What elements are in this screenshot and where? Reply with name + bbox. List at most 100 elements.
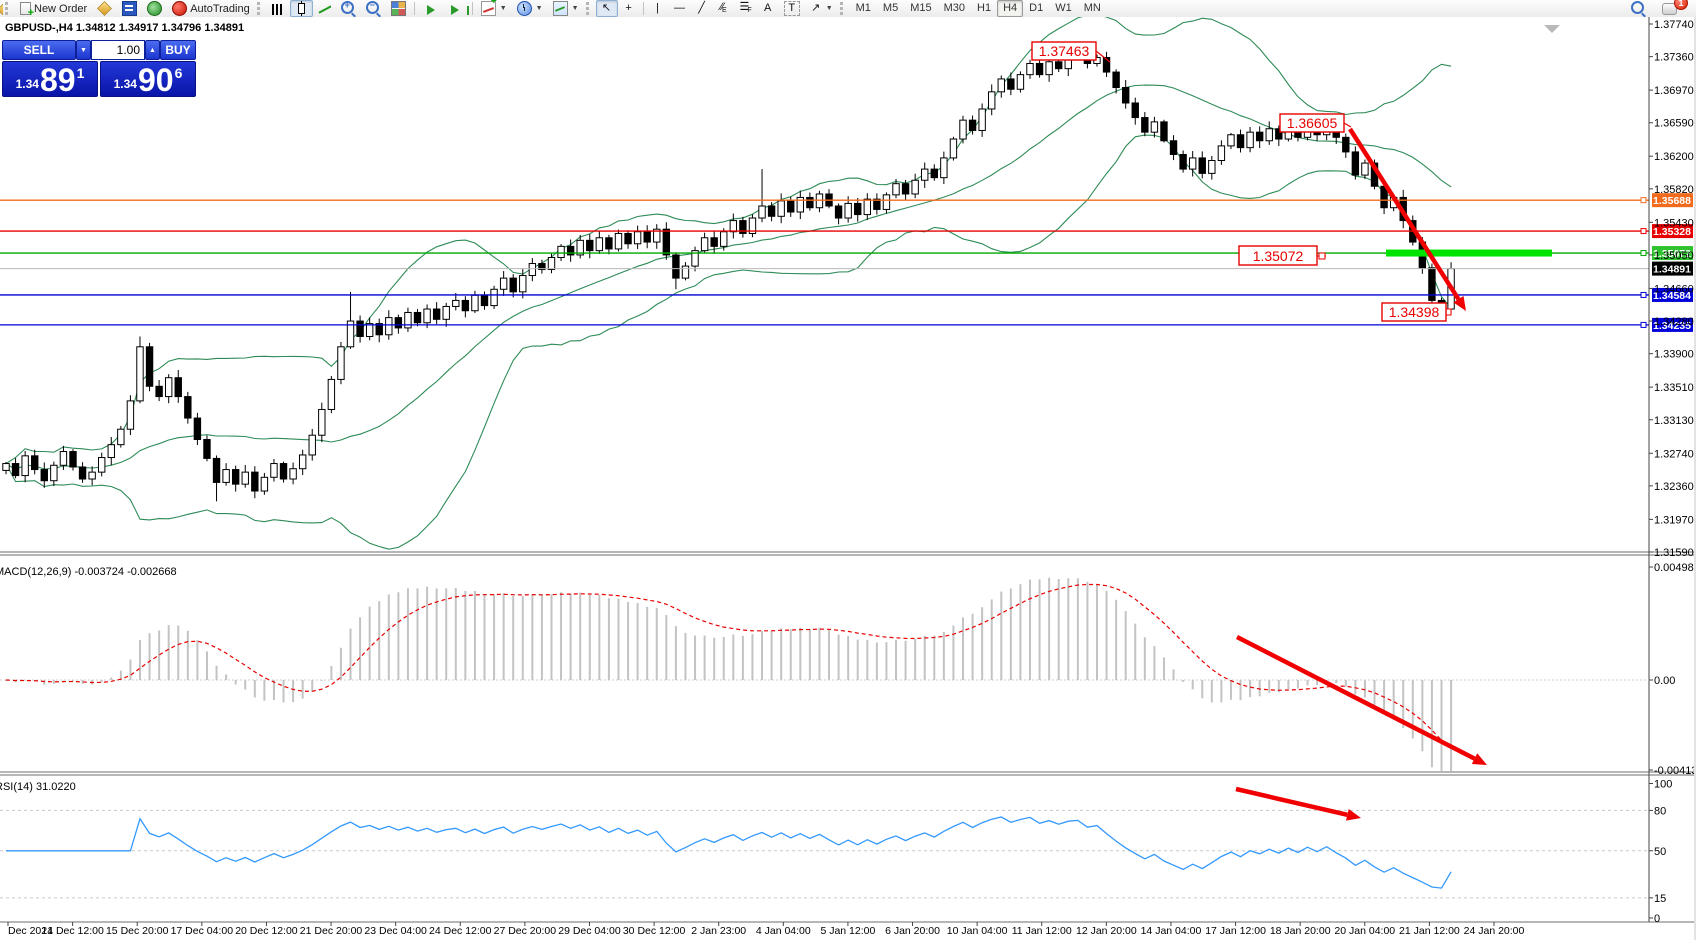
buy-price-big: 90 — [137, 62, 174, 98]
notifications-button[interactable]: 1 — [1657, 0, 1688, 17]
candle-chart-mode-button[interactable] — [289, 0, 313, 17]
level-anchor-square[interactable] — [1640, 197, 1647, 204]
price-axis-tick: 1.34660 — [1654, 283, 1694, 295]
price-annotation-box[interactable] — [1381, 302, 1447, 322]
rsi-line — [6, 816, 1452, 889]
line-chart-mode-button[interactable] — [313, 0, 336, 17]
terminal-button[interactable] — [117, 0, 142, 17]
level-anchor-square[interactable] — [1640, 228, 1647, 235]
text-tool-button[interactable]: A — [757, 0, 779, 17]
thick-green-segment[interactable] — [1386, 249, 1552, 257]
new-order-button[interactable]: New Order — [15, 0, 92, 18]
level-anchor-square[interactable] — [1640, 250, 1647, 257]
level-anchor-square[interactable] — [1640, 321, 1647, 328]
buy-price-display[interactable]: 1.34 90 6 — [100, 61, 196, 97]
timeframe-button-h1[interactable]: H1 — [977, 2, 992, 14]
timeframe-button-m30[interactable]: M30 — [943, 2, 965, 14]
price-axis-tick: 1.36970 — [1654, 85, 1694, 97]
candle-bear — [806, 196, 814, 209]
vertical-line-tool-button[interactable]: | — [647, 0, 669, 17]
channel-tool-button[interactable]: ⁄⁄E — [713, 0, 735, 17]
timeframe-button-w1[interactable]: W1 — [1055, 2, 1072, 14]
trend-arrow[interactable] — [1235, 634, 1476, 761]
bar-chart-mode-button[interactable] — [267, 0, 290, 17]
timeframe-button-mn[interactable]: MN — [1083, 2, 1101, 14]
toolbar-grip — [839, 2, 848, 15]
auto-scroll-button[interactable] — [418, 0, 445, 17]
search-button[interactable] — [1626, 0, 1651, 17]
cursor-tool-button[interactable]: ↖ — [595, 0, 618, 17]
candle-bear — [1121, 87, 1130, 104]
price-annotation-box[interactable] — [1031, 41, 1097, 61]
price-annotation-box[interactable] — [1279, 113, 1345, 133]
volume-decrease-button[interactable]: ▼ — [76, 40, 91, 60]
signals-button[interactable] — [142, 0, 167, 17]
volume-increase-button[interactable]: ▲ — [145, 40, 160, 60]
candle-bear — [1351, 151, 1360, 176]
crosshair-tool-button[interactable]: + — [618, 0, 640, 17]
arrows-tool-button[interactable]: ↗ ▼ — [805, 0, 838, 17]
candle-bear — [566, 245, 575, 256]
volume-input[interactable]: 1.00 — [91, 40, 145, 60]
candle-bull — [921, 168, 929, 181]
candle-bull — [748, 217, 757, 234]
periods-button[interactable]: ▼ — [512, 0, 548, 17]
trend-arrow[interactable] — [1235, 786, 1348, 818]
scroll-to-end-marker[interactable] — [1544, 25, 1560, 33]
level-1.35072-tag — [1652, 246, 1693, 261]
zoom-out-button[interactable]: − — [361, 0, 386, 17]
equidistant-channel-icon: ⁄⁄E — [720, 0, 727, 14]
templates-button[interactable]: ▼ — [548, 0, 584, 17]
candle-bull — [882, 194, 891, 210]
price-axis-tick: 1.34280 — [1654, 316, 1694, 328]
text-label-tool-button[interactable]: T — [779, 0, 805, 17]
tile-windows-button[interactable] — [386, 0, 411, 17]
time-axis-label: 14 Jan 04:00 — [1141, 925, 1202, 937]
bollinger-middle-band — [5, 84, 1452, 471]
indicators-button[interactable]: ▼ — [476, 0, 512, 17]
text-label-icon: T — [783, 1, 800, 16]
candle-bear — [873, 198, 881, 210]
timeframe-button-m15[interactable]: M15 — [910, 2, 932, 14]
candle-bull — [270, 463, 278, 478]
autotrading-button[interactable]: AutoTrading — [167, 0, 255, 17]
candle-bull — [1150, 121, 1159, 133]
price-axis-tick: 1.35820 — [1654, 184, 1694, 196]
chart-shift-button[interactable] — [445, 0, 469, 17]
candle-bull — [318, 408, 326, 436]
buy-button[interactable]: BUY — [160, 40, 196, 60]
metaeditor-button[interactable] — [92, 0, 117, 17]
candle-bear — [193, 417, 202, 441]
autotrading-label: AutoTrading — [190, 2, 250, 15]
candle-bull — [988, 91, 996, 110]
candle-bull — [863, 198, 871, 216]
price-annotation-box[interactable] — [1238, 245, 1318, 266]
zoom-in-button[interactable]: + — [336, 0, 361, 17]
fibonacci-tool-button[interactable]: ☰F — [735, 0, 757, 17]
price-axis-tick: 1.35050 — [1654, 250, 1694, 262]
new-order-icon — [20, 2, 34, 18]
price-axis-tick: 1.36200 — [1654, 151, 1694, 163]
candle-bear — [1255, 131, 1264, 142]
timeframe-button-m5[interactable]: M5 — [882, 2, 899, 14]
price-axis-tick: 1.33130 — [1654, 415, 1694, 427]
timeframe-button-m1[interactable]: M1 — [855, 2, 871, 14]
candle-bull — [59, 451, 68, 466]
horizontal-line-tool-button[interactable]: — — [669, 0, 691, 17]
sell-price-display[interactable]: 1.34 89 1 — [2, 61, 98, 97]
sell-button[interactable]: SELL — [2, 40, 76, 60]
arrow-tool-icon: ↗ — [811, 2, 821, 14]
candle-bear — [787, 200, 795, 213]
trendline-tool-button[interactable]: ╱ — [691, 0, 713, 17]
time-axis-label: 18 Jan 20:00 — [1270, 925, 1331, 937]
time-axis-label: 30 Dec 12:00 — [623, 925, 686, 937]
level-anchor-square[interactable] — [1640, 291, 1647, 298]
candle-bear — [930, 168, 938, 179]
rsi-axis-tick: 50 — [1654, 846, 1666, 858]
candle-bull — [260, 476, 269, 492]
toolbar-grip — [585, 2, 594, 15]
timeframe-button-h4[interactable]: H4 — [997, 0, 1024, 17]
trend-arrow[interactable] — [1348, 127, 1461, 301]
timeframe-button-d1[interactable]: D1 — [1029, 2, 1044, 14]
candle-bear — [1169, 140, 1178, 155]
